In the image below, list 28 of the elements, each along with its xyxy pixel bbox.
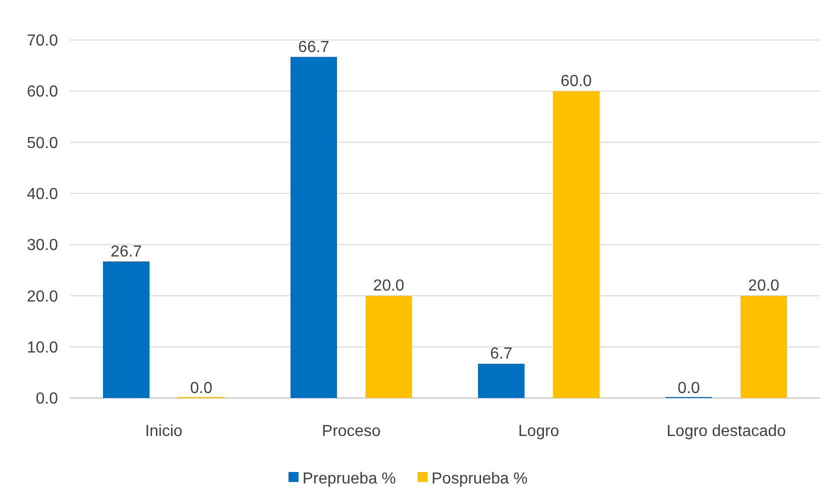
bar [103,261,150,398]
data-label: 26.7 [110,243,142,260]
bar [553,91,600,398]
y-tick-label: 0.0 [36,390,58,408]
y-tick-label: 70.0 [26,32,58,50]
bar [478,364,524,398]
x-tick-label: Logro destacado [666,423,786,440]
y-tick-label: 30.0 [26,237,58,254]
y-tick-label: 10.0 [26,339,58,356]
y-tick-label: 60.0 [26,84,58,101]
bar [366,296,412,398]
data-label: 20.0 [748,278,780,295]
data-label: 20.0 [373,278,404,295]
bar [290,56,337,398]
x-tick-label: Proceso [322,423,381,440]
y-tick-label: 40.0 [26,186,58,204]
legend-label: Preprueba % [302,470,396,488]
bar [740,296,787,398]
data-label: 60.0 [560,73,592,90]
y-tick-label: 20.0 [26,288,58,306]
x-tick-label: Logro [518,423,560,440]
x-tick-label: Inicio [145,423,183,440]
data-label: 0.0 [190,380,212,397]
legend-label: Posprueba % [432,470,528,488]
data-label: 6.7 [490,346,512,363]
data-label: 66.7 [298,38,330,56]
y-tick-label: 50.0 [26,134,58,152]
data-label: 0.0 [678,380,700,397]
